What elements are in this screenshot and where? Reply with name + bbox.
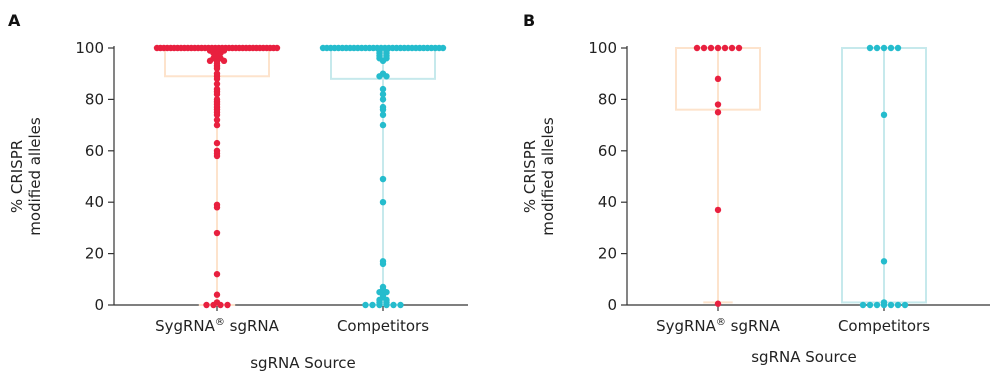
data-point (866, 44, 874, 52)
data-point (273, 44, 281, 52)
registered-mark: ® (716, 317, 726, 328)
data-point (213, 201, 221, 208)
data-point (880, 111, 888, 119)
data-point (213, 270, 221, 278)
data-point (880, 299, 888, 306)
data-point (213, 229, 221, 237)
data-point (213, 299, 221, 306)
x-tick-label-part: sgRNA (225, 317, 280, 335)
data-point (721, 44, 729, 52)
y-tick-label: 20 (85, 245, 104, 263)
data-point (397, 301, 404, 309)
data-point (880, 44, 888, 52)
data-point (213, 80, 221, 88)
data-point (369, 301, 376, 309)
x-axis-title: sgRNA Source (250, 354, 356, 372)
panel-b: B 0 20 40 60 80 100 SygRNA® sgRNA Competitors % C… (521, 11, 990, 366)
data-point (224, 301, 231, 309)
registered-mark: ® (215, 317, 225, 328)
data-point (379, 103, 387, 111)
x-tick-label-part: SygRNA (155, 317, 216, 335)
x-axis-title: sgRNA Source (751, 348, 857, 366)
data-point (213, 121, 221, 129)
data-point (213, 139, 221, 147)
y-axis-title-line: modified alleles (26, 117, 44, 236)
data-point (213, 85, 221, 93)
data-point (203, 301, 210, 309)
data-point (213, 116, 221, 124)
y-tick-label: 60 (85, 142, 104, 160)
y-axis-title: % CRISPRmodified alleles (8, 117, 44, 236)
data-point (714, 101, 722, 108)
data-point (379, 85, 387, 93)
y-tick-label: 80 (85, 90, 104, 108)
x-tick-label: SygRNA® sgRNA (155, 317, 280, 335)
data-point (379, 70, 387, 77)
data-point (714, 206, 722, 214)
data-point (379, 91, 387, 98)
data-point (439, 44, 447, 52)
data-point (887, 44, 895, 52)
x-tick-label: SygRNA® sgRNA (656, 317, 781, 335)
data-point (714, 300, 722, 307)
data-point (873, 44, 881, 52)
y-tick-label: 0 (94, 296, 104, 314)
data-point (379, 258, 387, 265)
data-point (213, 96, 221, 103)
data-point (700, 44, 708, 52)
data-point (379, 121, 387, 129)
data-point (213, 291, 221, 298)
data-point (707, 44, 715, 52)
y-tick-label: 20 (598, 245, 617, 263)
x-tick-label-part: SygRNA (656, 317, 717, 335)
data-point (213, 147, 221, 154)
panel-a: A 0 20 40 60 80 100 SygRNA® sgRNA Competitors % C… (8, 11, 468, 372)
data-point (887, 301, 895, 309)
y-tick-label: 60 (598, 142, 617, 160)
y-tick-label: 40 (598, 193, 617, 211)
data-point (873, 301, 881, 309)
data-point (379, 283, 387, 291)
x-tick-label-part: sgRNA (726, 317, 781, 335)
y-tick-label: 100 (588, 39, 617, 57)
data-point (866, 301, 874, 309)
data-point (379, 96, 387, 103)
data-point (390, 301, 397, 309)
data-point (894, 301, 902, 309)
data-point (362, 301, 369, 309)
y-axis-title-line: % CRISPR (8, 140, 26, 213)
data-point (714, 109, 722, 116)
data-point (714, 75, 722, 83)
data-point (213, 70, 221, 77)
data-point (379, 111, 387, 119)
data-point (728, 44, 736, 52)
x-tick-label: Competitors (838, 317, 930, 335)
y-axis-title: % CRISPRmodified alleles (521, 117, 557, 236)
data-point (880, 258, 888, 265)
x-tick-label: Competitors (337, 317, 429, 335)
data-point (901, 301, 909, 309)
data-point (379, 175, 387, 183)
y-tick-label: 80 (598, 90, 617, 108)
data-point (735, 44, 743, 52)
y-axis-title-line: modified alleles (539, 117, 557, 236)
panel-letter: B (523, 11, 535, 30)
data-point (714, 44, 722, 52)
y-tick-label: 0 (607, 296, 617, 314)
y-axis-title-line: % CRISPR (521, 140, 539, 213)
data-point (379, 199, 387, 206)
panel-letter: A (8, 11, 21, 30)
y-tick-label: 40 (85, 193, 104, 211)
data-point (859, 301, 867, 309)
data-point (693, 44, 701, 52)
data-point (894, 44, 902, 52)
y-tick-label: 100 (75, 39, 104, 57)
